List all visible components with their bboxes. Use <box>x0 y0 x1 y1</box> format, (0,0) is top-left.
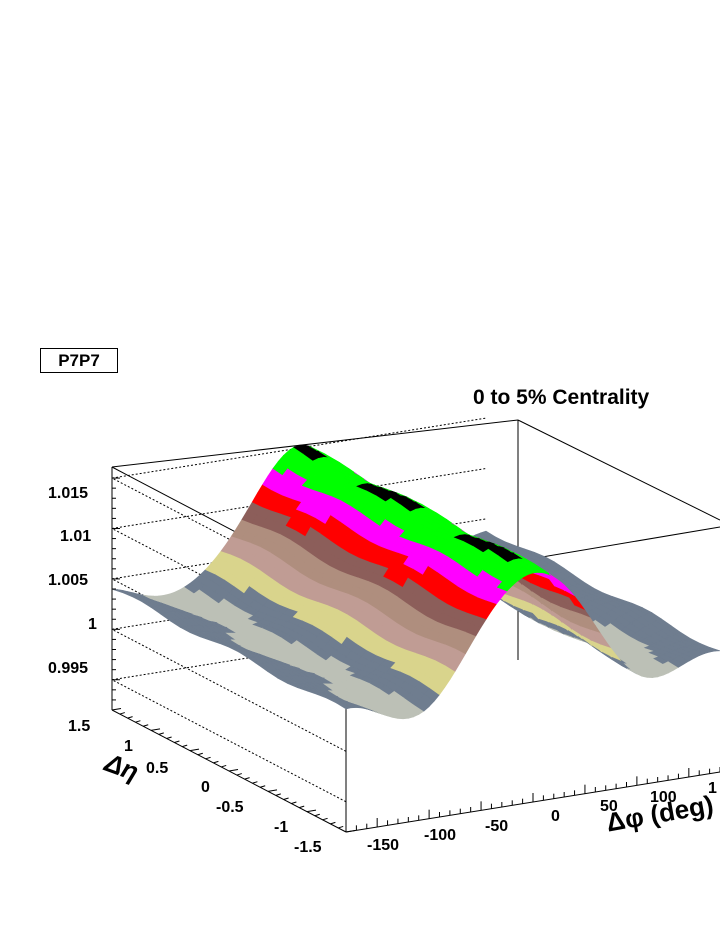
eta-tick-mark <box>221 764 227 768</box>
eta-tick-label: 0.5 <box>146 760 169 777</box>
eta-tick-mark <box>135 720 141 723</box>
eta-tick-label: 1.5 <box>68 718 91 735</box>
eta-tick-mark <box>158 732 164 735</box>
eta-tick-mark <box>330 821 336 825</box>
eta-tick-mark <box>275 793 281 796</box>
eta-tick-mark <box>174 740 180 744</box>
eta-tick-mark <box>166 736 172 739</box>
z-tick-label: 0.995 <box>48 660 89 677</box>
eta-tick-label: -1 <box>274 819 289 836</box>
phi-tick-label: 0 <box>551 808 560 825</box>
eta-tick-mark <box>306 809 317 813</box>
histogram-tag-box: P7P7 <box>40 348 118 373</box>
eta-tick-mark <box>143 724 149 727</box>
eta-tick-mark <box>345 830 356 833</box>
eta-tick-mark <box>189 748 200 752</box>
phi-tick-label: 100 <box>650 789 677 806</box>
eta-tick-mark <box>236 773 242 776</box>
eta-tick-mark <box>244 777 250 780</box>
surface-cell <box>705 647 720 652</box>
eta-tick-label: -1.5 <box>294 839 322 856</box>
eta-tick-mark <box>182 744 188 748</box>
phi-tick-label: 50 <box>600 798 618 815</box>
eta-tick-mark <box>205 756 211 760</box>
phi-tick-label: -50 <box>485 818 509 835</box>
z-gridline <box>111 679 347 803</box>
eta-tick-mark <box>127 716 133 719</box>
eta-tick-mark <box>338 825 344 829</box>
eta-tick-mark <box>322 817 328 821</box>
eta-tick-mark <box>197 752 203 756</box>
phi-tick-label: -100 <box>424 827 457 844</box>
eta-tick-mark <box>150 728 161 731</box>
eta-tick-mark <box>314 813 320 817</box>
chart-title: 0 to 5% Centrality <box>473 386 650 409</box>
phi-tick-label: 1 <box>708 780 717 797</box>
z-tick-label: 1.015 <box>48 485 89 502</box>
eta-tick-mark <box>267 789 278 792</box>
eta-tick-mark <box>228 769 239 772</box>
eta-tick-mark <box>283 797 289 800</box>
z-tick-label: 1.01 <box>60 528 92 545</box>
z-tick-label: 1.005 <box>48 572 89 589</box>
eta-tick-mark <box>291 801 297 805</box>
eta-tick-mark <box>213 760 219 764</box>
z-tick-label: 1 <box>88 616 97 633</box>
eta-tick-mark <box>111 708 122 711</box>
surface-bands <box>111 444 720 720</box>
eta-tick-label: 1 <box>124 738 133 755</box>
eta-tick-label: -0.5 <box>216 799 244 816</box>
eta-tick-mark <box>252 781 258 784</box>
eta-tick-label: 0 <box>201 779 210 796</box>
phi-tick-label: -150 <box>367 837 400 854</box>
eta-tick-mark <box>260 785 266 788</box>
axis-ticks <box>111 477 720 833</box>
eta-tick-mark <box>299 805 305 809</box>
eta-tick-mark <box>119 712 125 715</box>
